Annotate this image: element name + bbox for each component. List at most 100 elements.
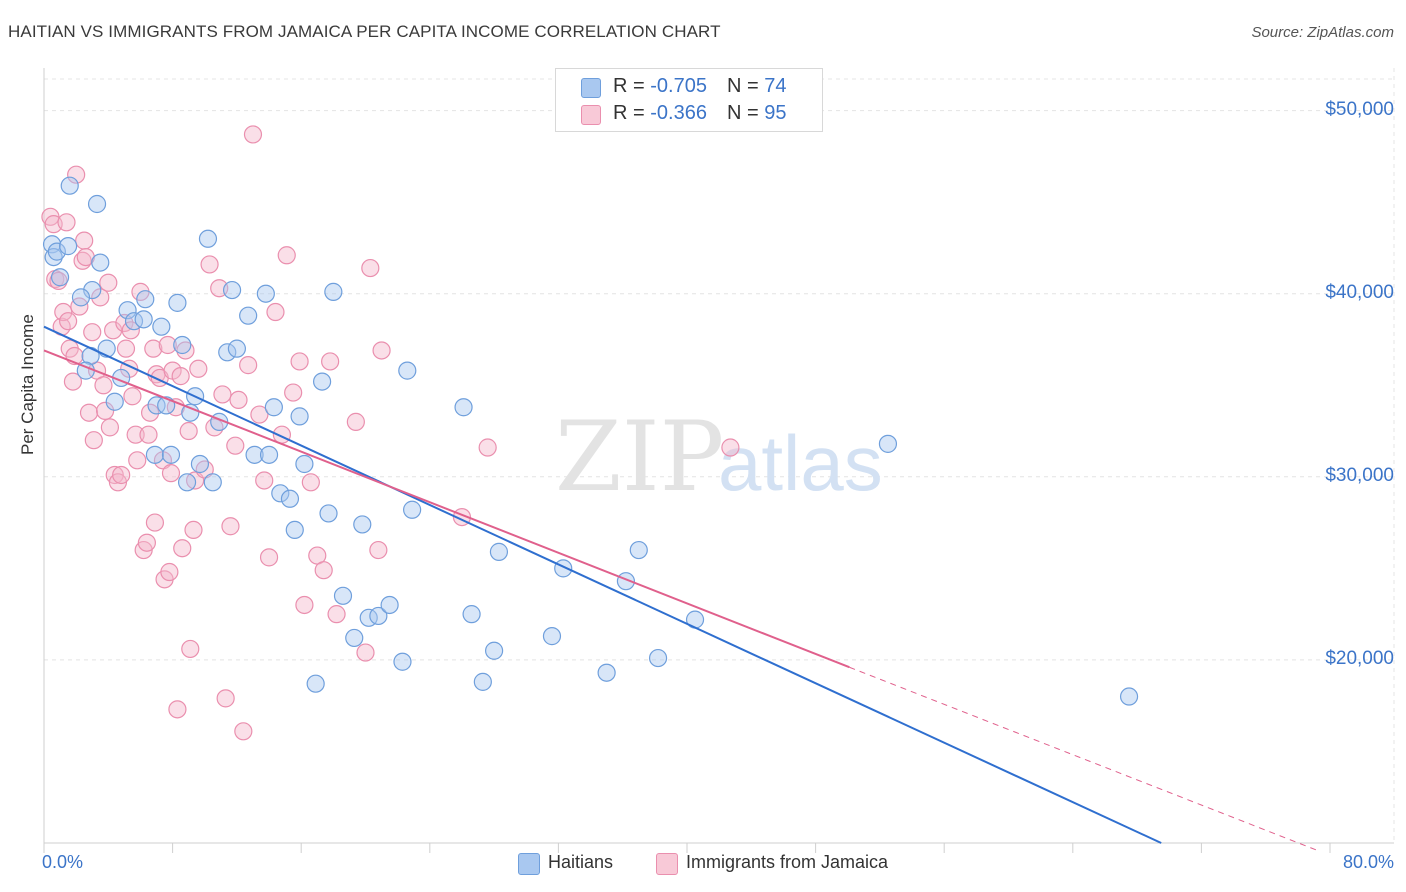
data-point-jamaica: [123, 387, 142, 406]
data-point-jamaica: [145, 513, 165, 532]
data-point-haitians: [190, 454, 210, 474]
data-point-jamaica: [277, 246, 296, 265]
data-point-haitians: [136, 290, 155, 309]
data-point-haitians: [218, 343, 237, 362]
data-point-jamaica: [59, 312, 78, 331]
stats-swatch-pink: [581, 105, 601, 125]
data-point-haitians: [227, 339, 246, 358]
data-point-haitians: [264, 398, 283, 417]
data-point-haitians: [44, 247, 63, 267]
data-point-haitians: [147, 396, 166, 415]
data-point-haitians: [59, 237, 78, 256]
data-point-jamaica: [189, 359, 208, 378]
data-point-haitians: [398, 361, 417, 380]
series-haitians-points: [42, 176, 1139, 706]
data-point-haitians: [198, 229, 218, 248]
data-point-haitians: [105, 392, 124, 411]
data-point-jamaica: [79, 403, 99, 422]
data-point-jamaica: [179, 421, 198, 441]
data-point-haitians: [345, 628, 364, 648]
y-tick-label: $50,000: [1325, 98, 1394, 120]
data-point-jamaica: [116, 339, 136, 358]
data-point-jamaica: [221, 517, 240, 536]
data-point-jamaica: [321, 352, 340, 371]
data-point-haitians: [312, 372, 332, 391]
data-point-haitians: [145, 445, 165, 464]
data-point-jamaica: [195, 460, 214, 479]
data-point-jamaica: [372, 341, 391, 360]
data-point-haitians: [245, 445, 264, 464]
data-point-jamaica: [137, 533, 156, 552]
data-point-jamaica: [75, 231, 94, 250]
data-point-jamaica: [301, 473, 320, 492]
data-point-haitians: [285, 520, 304, 540]
stats-box: R = -0.705 N = 74 R = -0.366 N = 95: [555, 68, 823, 132]
chart-title: HAITIAN VS IMMIGRANTS FROM JAMAICA PER C…: [8, 22, 721, 41]
data-point-jamaica: [158, 335, 177, 355]
data-point-jamaica: [284, 383, 303, 402]
data-point-jamaica: [250, 405, 269, 424]
data-point-jamaica: [295, 595, 314, 615]
data-point-haitians: [168, 293, 187, 312]
data-point-jamaica: [184, 520, 203, 540]
stats-r-value: -0.366: [650, 102, 707, 124]
data-point-haitians: [181, 403, 200, 422]
data-point-jamaica: [314, 561, 333, 580]
trend-line-haitians: [43, 325, 1162, 844]
data-point-jamaica: [140, 403, 160, 422]
y-tick-label: $40,000: [1325, 281, 1394, 303]
data-point-jamaica: [168, 700, 187, 719]
data-point-haitians: [161, 445, 181, 464]
data-point-jamaica: [205, 418, 224, 437]
source-credit: Source: ZipAtlas.com: [1251, 24, 1394, 41]
data-point-jamaica: [84, 431, 103, 450]
legend-label-jamaica: Immigrants from Jamaica: [686, 852, 889, 872]
data-point-jamaica: [361, 258, 380, 278]
data-point-haitians: [47, 242, 66, 261]
data-point-haitians: [71, 288, 91, 307]
data-point-jamaica: [721, 438, 740, 457]
watermark-atlas: atlas: [718, 419, 883, 507]
data-point-haitians: [1119, 687, 1139, 706]
data-point-jamaica: [478, 438, 497, 457]
trend-line-jamaica-extension: [849, 666, 1318, 851]
data-point-jamaica: [128, 451, 147, 470]
data-point-haitians: [259, 445, 279, 464]
legend-label-haitians: Haitians: [548, 852, 614, 872]
data-point-haitians: [393, 652, 412, 671]
data-point-haitians: [83, 280, 102, 300]
axes: [43, 68, 1394, 853]
trend-lines: [43, 325, 1318, 851]
data-point-haitians: [295, 454, 314, 474]
data-point-jamaica: [346, 412, 365, 431]
data-point-jamaica: [181, 639, 200, 659]
data-point-jamaica: [176, 341, 195, 360]
data-point-jamaica: [100, 418, 120, 437]
data-point-haitians: [256, 284, 275, 303]
data-point-jamaica: [54, 302, 73, 322]
data-point-jamaica: [290, 352, 309, 371]
data-point-haitians: [118, 301, 137, 320]
data-point-haitians: [542, 627, 562, 646]
stats-r-label: R =: [613, 102, 651, 124]
data-point-haitians: [91, 253, 110, 272]
data-point-haitians: [152, 317, 171, 336]
data-point-haitians: [462, 605, 481, 624]
data-point-jamaica: [95, 401, 115, 420]
data-point-haitians: [203, 473, 222, 492]
data-point-haitians: [597, 663, 616, 682]
data-point-jamaica: [239, 356, 258, 375]
data-point-haitians: [177, 473, 197, 492]
y-tick-label: $30,000: [1325, 464, 1394, 486]
data-point-jamaica: [356, 643, 375, 662]
data-point-haitians: [324, 282, 343, 301]
watermark: ZIP atlas: [555, 401, 883, 513]
data-point-jamaica: [160, 562, 179, 582]
data-point-haitians: [280, 489, 300, 508]
data-point-jamaica: [94, 376, 113, 395]
data-point-jamaica: [104, 321, 123, 340]
data-point-haitians: [271, 484, 290, 503]
data-point-haitians: [473, 672, 492, 691]
data-point-jamaica: [83, 323, 102, 342]
x-tick-label-max: 80.0%: [1342, 852, 1394, 872]
